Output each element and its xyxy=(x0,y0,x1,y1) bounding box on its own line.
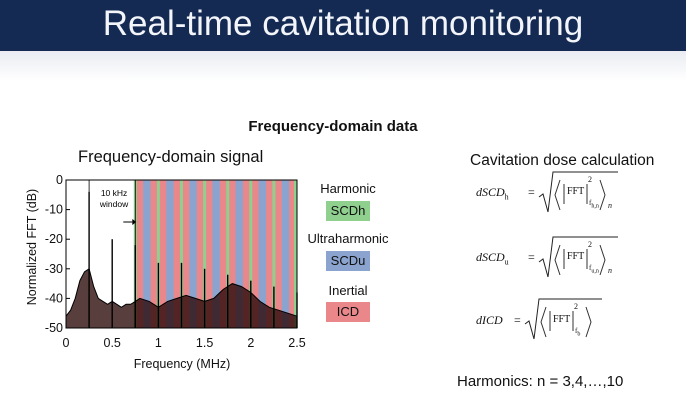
scdu-lhs: dSCD xyxy=(476,250,505,264)
harmonic-band-4 xyxy=(226,180,230,328)
y-tick-label-2: -20 xyxy=(45,232,63,246)
x-tick-label-4: 2 xyxy=(247,336,254,350)
icd-fft-sub: f xyxy=(575,327,578,335)
window-label-line1: 10 kHz xyxy=(101,188,127,198)
icd-equals: = xyxy=(514,313,521,327)
scdh-fft-sub: f xyxy=(589,199,592,207)
ultraharmonic-band-2 xyxy=(189,180,197,328)
harmonic-band-3 xyxy=(203,180,207,328)
harmonic-band-2 xyxy=(180,180,183,328)
ultraharmonic-band-6 xyxy=(281,180,290,328)
ultraharmonic-band-3 xyxy=(212,180,220,328)
scdu-fft-sub: f xyxy=(589,264,592,272)
x-tick-label-1: 0.5 xyxy=(104,336,121,350)
harmonic-band-1 xyxy=(156,180,160,328)
icd-fft-subsub: b xyxy=(577,331,581,338)
y-tick-label-0: 0 xyxy=(56,173,63,187)
ultraharmonic-band-4 xyxy=(235,180,243,328)
scdh-fft: FFT xyxy=(567,186,585,197)
scdh-formula: dSCDh = FFT 2 fh,n n xyxy=(476,170,626,220)
icd-lhs: dICD xyxy=(476,313,503,327)
scdh-lhs: dSCD xyxy=(476,185,505,199)
section-heading: Frequency-domain data xyxy=(248,118,418,135)
scdu-fft-subsub: u,n xyxy=(591,268,599,275)
ultraharmonic-band-0 xyxy=(143,180,151,328)
dose-calculation-heading: Cavitation dose calculation xyxy=(470,152,655,169)
scdu-radical-icon xyxy=(538,236,618,278)
icd-legend-box: ICD xyxy=(326,302,370,322)
title-bar: Real-time cavitation monitoring xyxy=(0,0,686,51)
y-tick-label-3: -30 xyxy=(45,262,63,276)
scdu-outer-sub: n xyxy=(608,266,612,275)
y-tick-label-4: -40 xyxy=(45,291,63,305)
ultraharmonic-legend-label: Ultraharmonic xyxy=(307,231,389,246)
scdu-formula: dSCDu = FFT 2 fu,n n xyxy=(476,235,626,285)
icd-fft: FFT xyxy=(553,314,571,325)
harmonic-band-6 xyxy=(272,180,276,328)
slide-title: Real-time cavitation monitoring xyxy=(102,4,584,43)
x-tick-label-2: 1 xyxy=(155,336,162,350)
scdu-legend-box: SCDu xyxy=(326,251,370,271)
frequency-spectrum-chart: Normalized FFT (dB) Frequency (MHz) 10 k… xyxy=(25,173,306,371)
icd-radical-icon xyxy=(524,298,602,340)
harmonics-note: Harmonics: n = 3,4,…,10 xyxy=(457,373,624,390)
window-label-line2: window xyxy=(99,199,129,209)
scdh-lhs-sub: h xyxy=(504,192,509,202)
icd-formula: dICD = FFT 2 fb xyxy=(476,297,626,347)
y-axis-label: Normalized FFT (dB) xyxy=(25,189,39,305)
y-tick-label-5: -50 xyxy=(45,321,63,335)
scdh-radical-icon xyxy=(538,171,618,213)
scdu-power: 2 xyxy=(588,240,592,249)
icd-power: 2 xyxy=(574,302,578,311)
scdh-legend-box: SCDh xyxy=(326,201,370,221)
x-tick-label-3: 1.5 xyxy=(196,336,213,350)
title-shadow xyxy=(0,51,686,81)
scdu-equals: = xyxy=(528,250,535,264)
window-arrow-head xyxy=(132,219,137,225)
plot-title: Frequency-domain signal xyxy=(78,148,264,166)
scdh-outer-sub: n xyxy=(608,201,612,210)
harmonic-legend-label: Harmonic xyxy=(320,181,376,196)
spectrum-line xyxy=(65,268,298,317)
x-tick-label-5: 2.5 xyxy=(288,336,305,350)
plot-frame xyxy=(65,179,298,329)
x-axis-label: Frequency (MHz) xyxy=(134,357,231,371)
scdh-equals: = xyxy=(528,185,535,199)
x-tick-label-0: 0 xyxy=(63,336,70,350)
scdh-power: 2 xyxy=(588,175,592,184)
y-tick-label-1: -10 xyxy=(45,203,63,217)
scdu-fft: FFT xyxy=(567,251,585,262)
inertial-legend-label: Inertial xyxy=(328,283,368,298)
harmonic-band-5 xyxy=(249,180,253,328)
harmonic-band-7 xyxy=(294,180,297,328)
ultraharmonic-band-5 xyxy=(258,180,267,328)
scdh-fft-subsub: h,n xyxy=(591,203,599,210)
scdu-lhs-sub: u xyxy=(504,257,509,267)
ultraharmonic-band-1 xyxy=(166,180,174,328)
